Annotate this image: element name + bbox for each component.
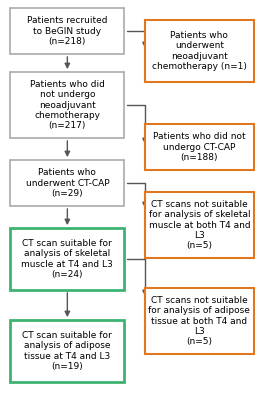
FancyBboxPatch shape bbox=[10, 72, 124, 138]
Text: CT scan suitable for
analysis of adipose
tissue at T4 and L3
(n=19): CT scan suitable for analysis of adipose… bbox=[23, 331, 112, 371]
FancyBboxPatch shape bbox=[145, 192, 254, 258]
FancyBboxPatch shape bbox=[10, 228, 124, 290]
FancyBboxPatch shape bbox=[145, 124, 254, 170]
Text: CT scans not suitable
for analysis of skeletal
muscle at both T4 and
L3
(n=5): CT scans not suitable for analysis of sk… bbox=[149, 200, 250, 250]
FancyBboxPatch shape bbox=[10, 8, 124, 54]
Text: CT scan suitable for
analysis of skeletal
muscle at T4 and L3
(n=24): CT scan suitable for analysis of skeleta… bbox=[21, 239, 113, 279]
Text: CT scans not suitable
for analysis of adipose
tissue at both T4 and
L3
(n=5): CT scans not suitable for analysis of ad… bbox=[148, 296, 250, 346]
FancyBboxPatch shape bbox=[145, 20, 254, 82]
FancyBboxPatch shape bbox=[10, 160, 124, 206]
Text: Patients who did not
undergo CT-CAP
(n=188): Patients who did not undergo CT-CAP (n=1… bbox=[153, 132, 246, 162]
Text: Patients who
underwent
neoadjuvant
chemotherapy (n=1): Patients who underwent neoadjuvant chemo… bbox=[152, 31, 247, 71]
FancyBboxPatch shape bbox=[10, 320, 124, 382]
FancyBboxPatch shape bbox=[145, 288, 254, 354]
Text: Patients who
underwent CT-CAP
(n=29): Patients who underwent CT-CAP (n=29) bbox=[26, 168, 109, 198]
Text: Patients who did
not undergo
neoadjuvant
chemotherapy
(n=217): Patients who did not undergo neoadjuvant… bbox=[30, 80, 105, 130]
Text: Patients recruited
to BeGIN study
(n=218): Patients recruited to BeGIN study (n=218… bbox=[27, 16, 107, 46]
